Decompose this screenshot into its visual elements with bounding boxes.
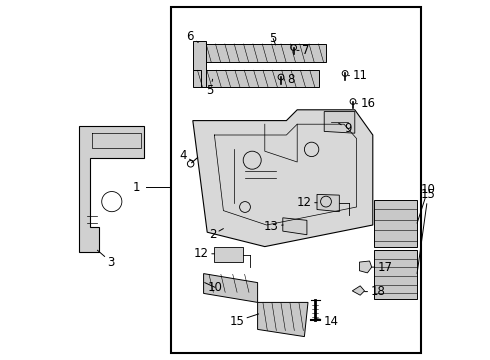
Polygon shape — [317, 194, 339, 212]
FancyBboxPatch shape — [171, 7, 421, 353]
Polygon shape — [374, 250, 417, 299]
Text: 11: 11 — [348, 69, 368, 82]
Polygon shape — [283, 218, 307, 235]
Text: 16: 16 — [356, 97, 375, 110]
Polygon shape — [324, 112, 355, 133]
Polygon shape — [204, 274, 258, 302]
Text: 14: 14 — [316, 315, 339, 328]
Text: 17: 17 — [372, 261, 392, 274]
Polygon shape — [79, 126, 144, 252]
Text: 10: 10 — [205, 281, 222, 294]
Text: 12: 12 — [194, 247, 215, 260]
Text: 15: 15 — [417, 188, 436, 274]
Text: 6: 6 — [186, 30, 198, 42]
Text: 13: 13 — [264, 220, 283, 233]
Text: 9: 9 — [339, 122, 351, 135]
Polygon shape — [193, 41, 206, 87]
Text: 7: 7 — [297, 44, 309, 57]
Text: 3: 3 — [98, 250, 115, 269]
Text: 5: 5 — [206, 79, 214, 97]
Text: 10: 10 — [417, 183, 436, 223]
Polygon shape — [201, 44, 326, 62]
Text: 12: 12 — [297, 196, 317, 209]
Text: 8: 8 — [284, 73, 295, 86]
Polygon shape — [215, 247, 243, 262]
Text: 18: 18 — [365, 285, 385, 298]
Text: 2: 2 — [209, 228, 223, 241]
Text: 1: 1 — [133, 181, 141, 194]
Polygon shape — [193, 70, 319, 87]
Text: 15: 15 — [229, 314, 259, 328]
Text: 4: 4 — [179, 149, 193, 162]
Polygon shape — [360, 261, 372, 273]
Polygon shape — [258, 302, 308, 337]
Polygon shape — [193, 110, 373, 247]
Polygon shape — [352, 286, 365, 295]
Text: 5: 5 — [270, 32, 277, 45]
Polygon shape — [374, 200, 417, 247]
